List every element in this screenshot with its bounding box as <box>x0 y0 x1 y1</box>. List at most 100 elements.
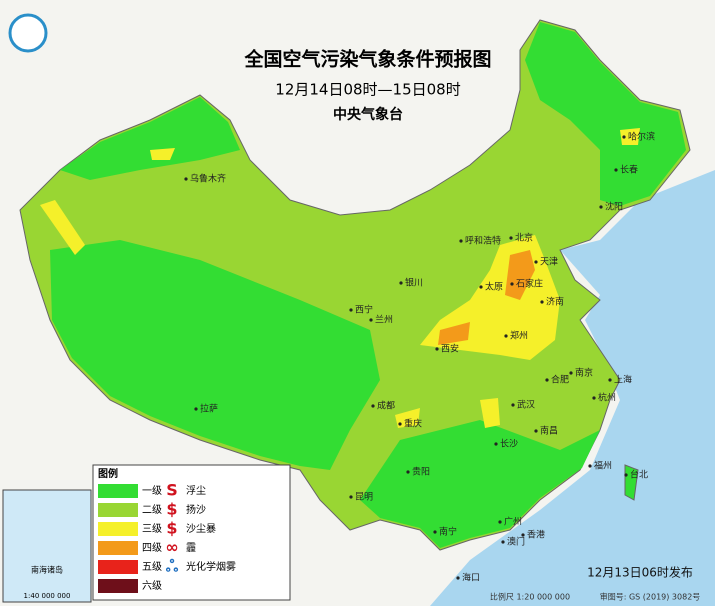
city-label: 澳门 <box>507 536 525 548</box>
city-dot <box>399 281 403 285</box>
level3-area <box>395 408 420 428</box>
legend-swatch <box>98 484 138 498</box>
publish-time: 12月13日06时发布 <box>587 565 693 580</box>
city-label: 重庆 <box>404 418 422 430</box>
city-dot <box>545 378 549 382</box>
level1-area <box>360 420 600 548</box>
city-dot <box>459 239 463 243</box>
city-dot <box>406 470 410 474</box>
city-dot <box>369 318 373 322</box>
city-label: 沈阳 <box>605 201 623 213</box>
legend-swatch <box>98 541 138 555</box>
city-dot <box>349 495 353 499</box>
city-label: 石家庄 <box>516 278 543 290</box>
city-label: 哈尔滨 <box>628 131 655 143</box>
city-dot <box>569 371 573 375</box>
city-label: 武汉 <box>517 399 535 411</box>
city-label: 太原 <box>485 281 503 293</box>
city-dot <box>194 407 198 411</box>
legend-swatch <box>98 579 138 593</box>
legend-symbol: 扬沙 <box>186 503 206 516</box>
level1-area <box>50 240 380 470</box>
inset-map <box>2 489 92 603</box>
city-dot <box>588 464 592 468</box>
legend-swatch <box>98 522 138 536</box>
inset-scale: 1:40 000 000 <box>24 592 71 600</box>
city-dot <box>494 442 498 446</box>
city-label: 上海 <box>614 374 632 386</box>
city-label: 济南 <box>546 296 564 308</box>
city-label: 台北 <box>630 469 648 481</box>
city-label: 贵阳 <box>412 466 430 478</box>
city-dot <box>614 168 618 172</box>
city-label: 合肥 <box>551 374 569 386</box>
legend-symbol-icon: $ <box>166 500 177 519</box>
legend-symbol-icon: ∞ <box>165 538 178 557</box>
city-label: 杭州 <box>598 392 616 404</box>
legend-level: 四级 <box>142 542 162 554</box>
city-label: 银川 <box>405 277 423 289</box>
city-label: 海口 <box>462 572 480 584</box>
legend-symbol: 浮尘 <box>186 485 206 497</box>
legend-symbol-icon: ஃ <box>166 557 179 576</box>
legend-level: 五级 <box>142 561 162 573</box>
level1-area <box>525 22 686 206</box>
city-label: 郑州 <box>510 330 528 342</box>
legend-level: 二级 <box>142 504 162 516</box>
city-dot <box>511 403 515 407</box>
city-dot <box>479 285 483 289</box>
city-label: 西宁 <box>355 304 373 316</box>
city-dot <box>608 378 612 382</box>
legend-symbol-icon: S <box>166 481 178 500</box>
level4-area <box>438 322 470 345</box>
legend-title: 图例 <box>98 467 118 480</box>
city-label: 西安 <box>441 343 459 355</box>
city-label: 昆明 <box>355 492 373 503</box>
city-label: 香港 <box>527 529 545 541</box>
city-label: 拉萨 <box>200 403 218 415</box>
city-dot <box>622 135 626 139</box>
city-dot <box>534 260 538 264</box>
city-label: 成都 <box>377 400 395 412</box>
legend-level: 六级 <box>142 580 162 592</box>
city-label: 广州 <box>504 516 522 528</box>
review-number: 审图号: GS (2019) 3082号 <box>600 592 701 602</box>
city-label: 南宁 <box>439 526 457 538</box>
legend-level: 三级 <box>142 523 162 535</box>
level1-area <box>60 97 240 180</box>
city-dot <box>504 334 508 338</box>
legend-symbol: 霾 <box>186 542 196 554</box>
city-dot <box>592 396 596 400</box>
issuer: 中央气象台 <box>333 106 403 123</box>
city-label: 长沙 <box>500 438 518 450</box>
city-dot <box>498 520 502 524</box>
city-label: 乌鲁木齐 <box>190 173 226 185</box>
city-label: 南昌 <box>540 425 558 437</box>
city-dot <box>624 473 628 477</box>
legend-swatch <box>98 503 138 517</box>
city-dot <box>599 205 603 209</box>
city-dot <box>371 404 375 408</box>
city-dot <box>510 282 514 286</box>
city-label: 北京 <box>515 232 533 244</box>
level4-area <box>505 250 535 300</box>
city-label: 福州 <box>594 460 612 472</box>
taiwan <box>624 464 639 501</box>
city-label: 长春 <box>620 164 638 176</box>
legend-symbol: 光化学烟雾 <box>186 560 236 573</box>
logo <box>8 13 48 53</box>
level3-area <box>150 148 175 160</box>
inset-label: 南海诸岛 <box>31 565 63 575</box>
city-dot <box>521 533 525 537</box>
city-dot <box>534 429 538 433</box>
sea <box>430 170 715 606</box>
legend-symbol-icon: $ <box>166 519 177 538</box>
city-dot <box>398 422 402 426</box>
city-dot <box>456 576 460 580</box>
scale: 比例尺 1:20 000 000 <box>490 592 570 602</box>
city-dot <box>433 530 437 534</box>
legend-level: 一级 <box>142 485 162 497</box>
